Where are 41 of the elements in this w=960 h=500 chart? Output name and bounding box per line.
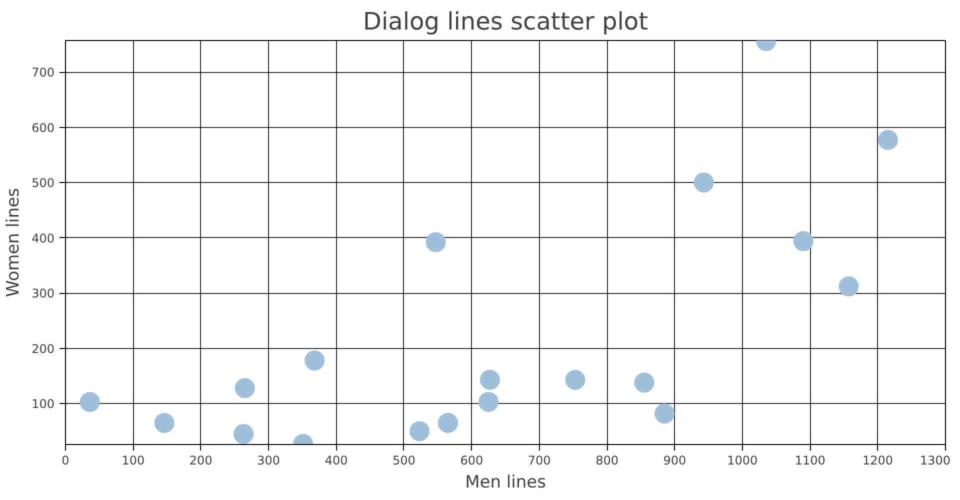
point	[438, 412, 458, 433]
x-tick-label: 600	[460, 454, 484, 468]
y-tick-label: 600	[32, 120, 54, 135]
point	[634, 372, 654, 393]
point	[410, 421, 430, 442]
point	[878, 130, 898, 150]
chart-title: Dialog lines scatter plot	[363, 8, 648, 36]
x-tick-label: 1000	[727, 454, 758, 468]
x-tick-label: 300	[257, 454, 280, 468]
y-tick-label: 100	[32, 397, 54, 412]
point	[694, 172, 714, 193]
x-tick-label: 500	[392, 454, 416, 468]
point	[304, 350, 325, 370]
x-tick-label: 1100	[794, 454, 826, 468]
x-tick-label: 1200	[862, 454, 894, 468]
point	[480, 370, 500, 390]
y-tick-label: 200	[32, 342, 54, 356]
x-tick-label: 400	[324, 454, 348, 468]
point	[838, 276, 859, 296]
y-tick-label: 700	[32, 66, 54, 80]
x-tick-label: 1300	[920, 454, 951, 468]
point	[80, 392, 100, 412]
x-tick-label: 700	[528, 454, 551, 468]
x-tick-label: 900	[663, 454, 686, 468]
y-tick-label: 300	[32, 286, 54, 301]
y-tick-label: 400	[32, 231, 54, 246]
point	[654, 404, 675, 424]
x-tick-label: 800	[596, 454, 618, 468]
point	[234, 424, 254, 444]
x-tick-label: 100	[122, 454, 145, 468]
x-tick-label: 0	[62, 454, 70, 468]
y-axis-title: Women lines	[4, 188, 24, 297]
x-axis-title: Men lines	[465, 472, 546, 492]
point	[154, 412, 174, 433]
point	[478, 392, 499, 412]
point	[565, 370, 586, 390]
point	[426, 232, 446, 252]
x-tick-label: 200	[189, 454, 212, 468]
point	[234, 378, 255, 398]
point	[793, 231, 814, 252]
y-tick-label: 500	[32, 176, 54, 190]
